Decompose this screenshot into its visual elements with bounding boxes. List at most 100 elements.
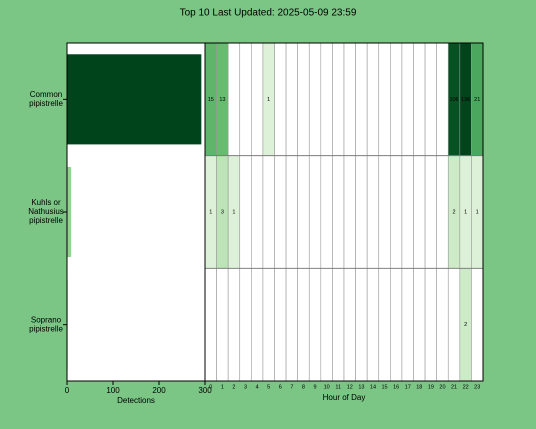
heatmap-cell: [239, 268, 252, 382]
x-tick-label: 9: [314, 384, 317, 390]
cell-label: 3: [221, 209, 224, 215]
x-tick-label: 23: [474, 384, 480, 390]
heatmap-cell: [343, 268, 356, 382]
heatmap-cell: [390, 155, 403, 269]
heatmap-cell: [447, 268, 461, 382]
x-tick-label: 2: [232, 384, 235, 390]
heatmap-cell: [436, 155, 449, 269]
heatmap-cell: [332, 268, 345, 382]
x-tick-label: 21: [451, 384, 457, 390]
cell-label: 1: [476, 209, 479, 215]
heatmap-cell: [390, 268, 403, 382]
cell-label: 106: [449, 97, 458, 103]
heatmap-cell: [413, 268, 426, 382]
heatmap-cell: [401, 42, 414, 156]
plot-frame: [66, 42, 484, 382]
heatmap-cell: [262, 155, 275, 269]
x-tick-label: 10: [324, 384, 330, 390]
heatmap-cell: [366, 268, 380, 382]
x-axis-label: Hour of Day: [323, 393, 366, 402]
heatmap-cell: [297, 268, 310, 382]
heatmap-cell: [424, 268, 437, 382]
cell-label: 2: [464, 322, 467, 328]
y-tick-label: pipistrelle: [29, 324, 63, 333]
heatmap-cell: [285, 42, 298, 156]
y-tick-label: Nathusius: [28, 207, 64, 216]
heatmap-cell: [251, 42, 264, 156]
cell-label: 15: [208, 97, 214, 103]
y-tick-label: pipistrelle: [29, 216, 63, 225]
heatmap-cell: [216, 268, 229, 382]
cell-label: 1: [232, 209, 235, 215]
heatmap-cell: [366, 42, 380, 156]
x-tick-label: 20: [439, 384, 445, 390]
heatmap-cell: [401, 268, 414, 382]
heatmap-cell: [320, 155, 333, 269]
x-tick-label: 3: [244, 384, 247, 390]
heatmap-cell: [424, 155, 437, 269]
heatmap-cell: [471, 268, 484, 382]
heatmap-cell: [262, 268, 275, 382]
heatmap-cell: [424, 42, 437, 156]
heatmap-cell: [413, 42, 426, 156]
x-tick-label: 1: [221, 384, 224, 390]
x-tick-label: 300: [198, 386, 212, 395]
heatmap-cell: [308, 42, 322, 156]
x-tick-label: 100: [106, 386, 120, 395]
y-tick-label: Kuhls or: [31, 198, 61, 207]
heatmap-cell: [239, 155, 252, 269]
heatmap-cell: [413, 155, 426, 269]
x-tick-label: 15: [381, 384, 387, 390]
cell-label: 1: [267, 97, 270, 103]
x-tick-label: 17: [405, 384, 411, 390]
heatmap-cell: [343, 42, 356, 156]
cell-label: 2: [453, 209, 456, 215]
x-tick-label: 8: [302, 384, 305, 390]
heatmap-cell: [390, 42, 403, 156]
heatmap-cell: [378, 155, 391, 269]
heatmap-cell: [436, 42, 449, 156]
heatmap-cell: [343, 155, 356, 269]
bar: [67, 54, 202, 145]
heatmap-cell: [320, 268, 333, 382]
heatmap-cell: [355, 155, 368, 269]
x-tick-label: 200: [152, 386, 166, 395]
x-tick-label: 19: [428, 384, 434, 390]
heatmap-cell: [227, 268, 241, 382]
x-tick-label: 0: [209, 384, 212, 390]
heatmap-cell: [285, 155, 298, 269]
heatmap-cell: [332, 155, 345, 269]
x-tick-label: 13: [358, 384, 364, 390]
y-tick-label: Common: [30, 90, 62, 99]
heatmap-cell: [204, 268, 217, 382]
heatmap-cell: [227, 42, 241, 156]
heatmap-cell: [355, 42, 368, 156]
cell-label: 1: [209, 209, 212, 215]
heatmap-cell: [378, 268, 391, 382]
heatmap-cell: [274, 155, 287, 269]
y-tick-label: pipistrelle: [29, 99, 63, 108]
x-tick-label: 14: [370, 384, 376, 390]
x-tick-label: 22: [463, 384, 469, 390]
heatmap-cell: [251, 155, 264, 269]
heatmap-cell: [355, 268, 368, 382]
heatmap-cell: [308, 268, 322, 382]
heatmap-cell: [366, 155, 380, 269]
x-tick-label: 18: [416, 384, 422, 390]
heatmap-cell: [274, 268, 287, 382]
x-tick-label: 11: [335, 384, 341, 390]
heatmap-cell: [251, 268, 264, 382]
cell-label: 136: [461, 97, 470, 103]
x-tick-label: 4: [256, 384, 259, 390]
x-tick-label: 12: [347, 384, 353, 390]
heatmap-cell: [239, 42, 252, 156]
y-tick-label: Soprano: [31, 315, 62, 324]
heatmap-cell: [320, 42, 333, 156]
chart-title: Top 10 Last Updated: 2025-05-09 23:59: [180, 8, 357, 19]
x-tick-label: 6: [279, 384, 282, 390]
x-axis-label: Detections: [117, 396, 155, 405]
heatmap-cell: [285, 268, 298, 382]
heatmap-cell: [274, 42, 287, 156]
heatmap-cell: [332, 42, 345, 156]
